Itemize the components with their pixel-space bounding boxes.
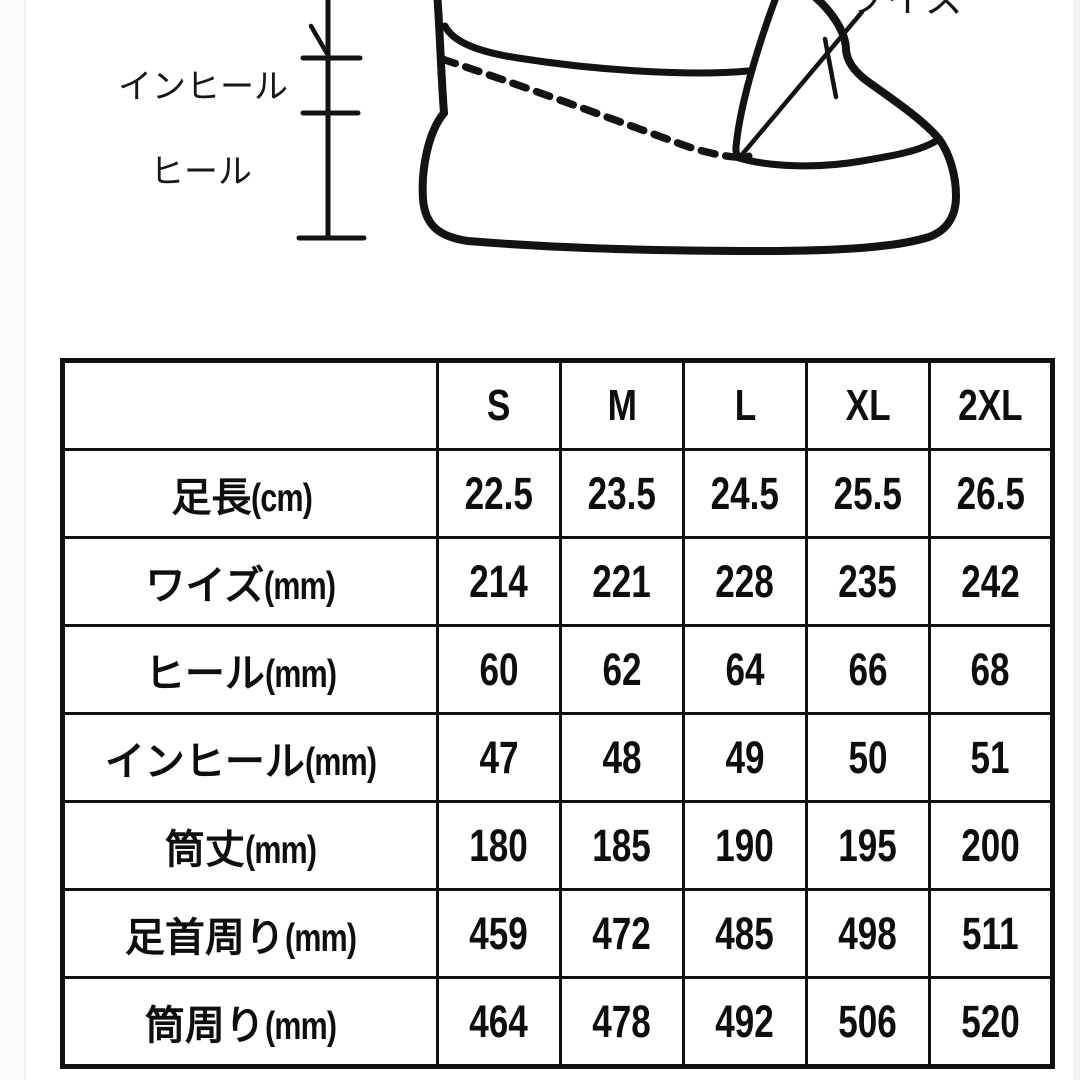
- spec-value-cell: 228: [682, 536, 808, 627]
- spec-value-cell: 485: [682, 888, 808, 979]
- boot-measurement-diagram: インヒール ヒール ワイズ: [0, 0, 1080, 312]
- spec-value-cell: 64: [682, 624, 808, 715]
- boot-shaft-left-edge: [433, 0, 448, 117]
- photo-edge-left: [0, 0, 26, 1080]
- inheel-diagram-label: インヒール: [118, 68, 288, 106]
- size-col-header-s: S: [436, 359, 562, 451]
- spec-value-cell: 23.5: [559, 448, 685, 539]
- size-spec-table: S M L XL 2XL 足長(cm) 22.5 23.5 24.5 25.5 …: [60, 358, 1055, 1069]
- size-col-header-l: L: [682, 359, 808, 451]
- boot-outline: [418, 0, 960, 255]
- size-col-header-2xl: 2XL: [928, 359, 1054, 451]
- spec-row-label: 筒丈(mm): [61, 800, 439, 891]
- spec-value-cell: 520: [928, 976, 1054, 1068]
- spec-value-cell: 49: [682, 712, 808, 803]
- spec-value-cell: 24.5: [682, 448, 808, 539]
- spec-value-cell: 47: [436, 712, 562, 803]
- spec-value-cell: 185: [559, 800, 685, 891]
- boot-collar-line: [441, 22, 752, 77]
- spec-value-cell: 62: [559, 624, 685, 715]
- spec-row-label: 足首周り(mm): [61, 888, 439, 979]
- spec-value-cell: 48: [559, 712, 685, 803]
- spec-row-label: 足長(cm): [61, 448, 439, 539]
- spec-value-cell: 195: [805, 800, 931, 891]
- measure-arrow-tail: [308, 23, 332, 60]
- spec-value-cell: 459: [436, 888, 562, 979]
- boot-welt-line: [732, 135, 943, 170]
- spec-value-cell: 60: [436, 624, 562, 715]
- wise-diagram-label: ワイズ: [847, 0, 966, 21]
- spec-row-label: 筒周り(mm): [61, 976, 439, 1068]
- boot-opening-loop-right-toe: [812, 0, 943, 143]
- spec-value-cell: 50: [805, 712, 931, 803]
- measurement-scale: [296, 0, 367, 241]
- spec-value-cell: 235: [805, 536, 931, 627]
- table-row-shaft-girth: 筒周り(mm) 464 478 492 506 520: [61, 976, 1054, 1068]
- spec-value-cell: 511: [928, 888, 1054, 979]
- spec-value-cell: 68: [928, 624, 1054, 715]
- table-row-inheel: インヒール(mm) 47 48 49 50 51: [61, 712, 1054, 803]
- spec-row-label: ヒール(mm): [61, 624, 439, 715]
- spec-value-cell: 66: [805, 624, 931, 715]
- spec-value-cell: 22.5: [436, 448, 562, 539]
- spec-value-cell: 200: [928, 800, 1054, 891]
- spec-value-cell: 26.5: [928, 448, 1054, 539]
- spec-value-cell: 478: [559, 976, 685, 1068]
- spec-value-cell: 25.5: [805, 448, 931, 539]
- table-row-heel: ヒール(mm) 60 62 64 66 68: [61, 624, 1054, 715]
- wise-cross-stroke: [822, 36, 839, 100]
- wise-leader-line: [737, 9, 865, 160]
- spec-value-cell: 506: [805, 976, 931, 1068]
- table-row-shaft-height: 筒丈(mm) 180 185 190 195 200: [61, 800, 1054, 891]
- spec-value-cell: 464: [436, 976, 562, 1068]
- table-header-row: S M L XL 2XL: [61, 359, 1054, 451]
- size-col-header-empty: [61, 359, 439, 451]
- spec-value-cell: 492: [682, 976, 808, 1068]
- spec-value-cell: 214: [436, 536, 562, 627]
- photo-edge-right: [1073, 0, 1080, 1080]
- wise-leader-lines: [737, 9, 865, 160]
- spec-value-cell: 221: [559, 536, 685, 627]
- spec-value-cell: 51: [928, 712, 1054, 803]
- size-col-header-xl: XL: [805, 359, 931, 451]
- spec-value-cell: 242: [928, 536, 1054, 627]
- table-row-wise: ワイズ(mm) 214 221 228 235 242: [61, 536, 1054, 627]
- heel-diagram-label: ヒール: [150, 153, 252, 191]
- spec-row-label: インヒール(mm): [61, 712, 439, 803]
- table-row-foot-length: 足長(cm) 22.5 23.5 24.5 25.5 26.5: [61, 448, 1054, 539]
- boot-inheel-dashed-line: [438, 55, 739, 161]
- spec-value-cell: 190: [682, 800, 808, 891]
- spec-row-label: ワイズ(mm): [61, 536, 439, 627]
- boot-sole-outline: [418, 109, 960, 255]
- spec-value-cell: 498: [805, 888, 931, 979]
- size-col-header-m: M: [559, 359, 685, 451]
- spec-value-cell: 180: [436, 800, 562, 891]
- table-row-ankle-girth: 足首周り(mm) 459 472 485 498 511: [61, 888, 1054, 979]
- spec-value-cell: 472: [559, 888, 685, 979]
